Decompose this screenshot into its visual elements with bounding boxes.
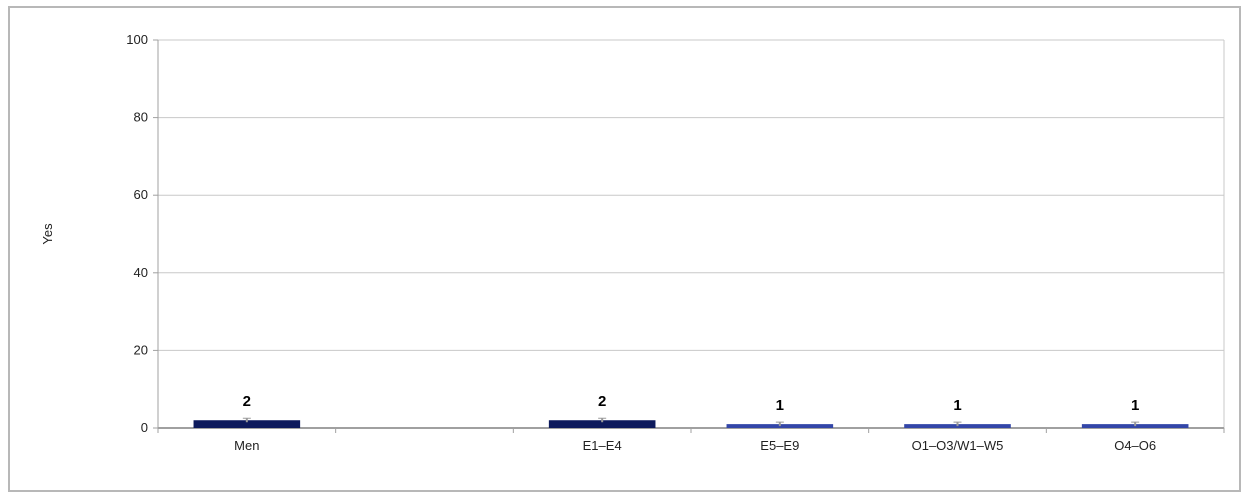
x-tick-label: E5–E9 <box>760 438 799 453</box>
y-axis-title: Yes <box>40 223 55 245</box>
y-tick-label: 60 <box>134 187 148 202</box>
y-tick-label: 80 <box>134 110 148 125</box>
data-label: 2 <box>243 393 251 410</box>
x-tick-label: O1–O3/W1–W5 <box>912 438 1004 453</box>
bars <box>193 417 1189 428</box>
data-label: 2 <box>598 393 606 410</box>
bar <box>193 420 301 428</box>
data-label: 1 <box>953 397 961 414</box>
data-label: 1 <box>776 397 784 414</box>
x-tick-label: Men <box>234 438 259 453</box>
bar <box>548 420 656 428</box>
data-label: 1 <box>1131 397 1139 414</box>
chart-frame <box>8 6 1241 492</box>
x-tick-label: O4–O6 <box>1114 438 1156 453</box>
axes <box>153 39 1225 433</box>
y-tick-label: 100 <box>126 32 148 47</box>
labels: 0 20 40 60 80 100 2 Men 2 E1–E4 1 E5–E9 1 O1–O3/W1–W5… <box>126 32 1156 453</box>
y-tick-label: 40 <box>134 265 148 280</box>
x-tick-label: E1–E4 <box>583 438 622 453</box>
y-tick-label: 20 <box>134 342 148 357</box>
y-tick-label: 0 <box>141 420 148 435</box>
gridlines <box>158 39 1224 351</box>
